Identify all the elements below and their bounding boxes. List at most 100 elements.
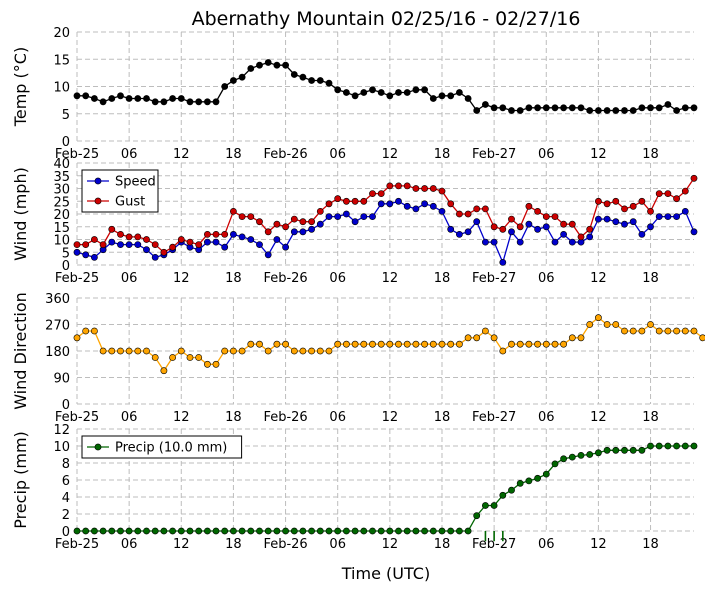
data-point [351, 527, 359, 535]
data-point [638, 197, 646, 205]
data-point [273, 236, 281, 243]
data-point [117, 230, 124, 238]
data-point [403, 202, 411, 210]
data-point [681, 207, 689, 215]
legend-label: Precip (10.0 mm) [115, 441, 227, 456]
data-point [516, 223, 524, 231]
data-point [429, 95, 437, 102]
data-point [525, 340, 533, 348]
data-point [690, 442, 698, 450]
data-point [160, 248, 168, 256]
data-point [108, 347, 116, 355]
data-point [595, 449, 602, 457]
data-point [681, 442, 689, 450]
x-tick-label: 12 [382, 271, 399, 286]
data-point [316, 220, 324, 228]
x-tick-label: Feb-27 [472, 271, 516, 286]
data-point [395, 89, 402, 96]
data-point [621, 220, 628, 228]
y-tick-label: 0 [62, 525, 70, 540]
data-point [290, 527, 298, 535]
x-tick-label: Feb-27 [472, 537, 516, 552]
legend-wind: Speed Gust [81, 169, 159, 213]
data-point [264, 347, 272, 355]
data-point [673, 327, 680, 335]
y-tick-label: 10 [53, 440, 70, 455]
data-point [325, 347, 333, 355]
x-tick-label: 06 [121, 537, 138, 552]
y-axis-label-wind: Wind (mph) [11, 167, 30, 261]
data-point [377, 190, 385, 197]
data-point [525, 202, 533, 210]
data-point [377, 340, 385, 348]
panel-precip: 0 2 4 6 8 10 12 Feb-25 06 12 18 Feb-26 06 12 18 Feb-27 0… [11, 423, 698, 552]
data-point [360, 340, 368, 348]
data-point [299, 73, 307, 81]
data-point [273, 527, 281, 535]
data-point [221, 243, 229, 251]
data-point [186, 98, 194, 106]
data-point [612, 321, 620, 328]
data-point [629, 202, 637, 210]
data-point [256, 241, 263, 248]
data-point [229, 527, 237, 535]
data-point [195, 241, 203, 248]
data-point [534, 225, 541, 233]
data-point [577, 233, 585, 241]
data-point [256, 340, 263, 348]
data-point [499, 491, 507, 499]
data-point [360, 89, 368, 96]
data-point [673, 442, 680, 450]
gridlines-precip [76, 428, 694, 532]
data-point [282, 527, 289, 535]
x-tick-label: 12 [382, 537, 399, 552]
data-point [221, 347, 229, 355]
data-point [455, 340, 463, 348]
data-point [386, 340, 394, 348]
data-point [421, 200, 428, 208]
data-point [177, 527, 185, 535]
data-point [308, 347, 315, 355]
data-point [473, 512, 481, 520]
data-point [655, 327, 663, 335]
data-point [499, 225, 507, 233]
data-point [290, 228, 298, 236]
data-point [221, 83, 229, 90]
data-point [143, 236, 150, 243]
data-point [577, 334, 585, 342]
data-point [447, 340, 455, 348]
data-point [455, 230, 463, 238]
data-point [229, 77, 237, 84]
y-tick-label: 0 [62, 259, 70, 274]
x-tick-label: 12 [590, 537, 607, 552]
data-point [568, 104, 576, 112]
data-point [481, 327, 489, 335]
data-point [508, 107, 515, 114]
data-point [325, 200, 333, 208]
data-point [73, 248, 81, 256]
series-line-wind [77, 177, 695, 254]
data-point [247, 213, 255, 220]
x-tick-label: Feb-26 [263, 410, 307, 425]
data-point [212, 230, 220, 238]
data-point [647, 321, 654, 328]
data-point [360, 197, 368, 205]
data-point [177, 347, 185, 355]
x-tick-label: Feb-25 [55, 271, 99, 286]
data-point [621, 107, 628, 114]
data-point [264, 59, 272, 66]
data-point [360, 527, 368, 535]
y-tick-label: 360 [45, 292, 70, 307]
data-point [447, 92, 455, 100]
data-point [412, 185, 420, 192]
data-point [342, 210, 350, 218]
data-point [647, 223, 654, 231]
data-point [429, 527, 437, 535]
data-point [655, 213, 663, 220]
y-axis-label-direction: Wind Direction [11, 292, 30, 410]
data-point [690, 228, 698, 236]
y-tick-label: 0 [62, 135, 70, 150]
data-point [551, 104, 559, 112]
data-point [334, 213, 342, 220]
data-point [673, 195, 680, 203]
